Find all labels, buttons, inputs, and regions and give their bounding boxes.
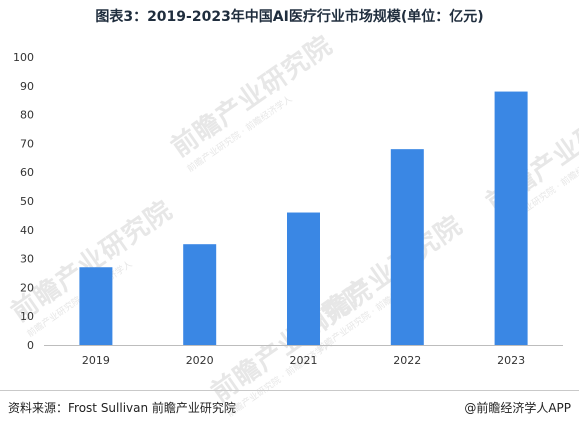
x-tick-label: 2021 <box>290 354 318 367</box>
chart-title: 图表3：2019-2023年中国AI医疗行业市场规模(单位：亿元) <box>95 9 484 25</box>
bar-2022 <box>390 149 424 345</box>
bars <box>79 91 528 345</box>
y-tick-label: 30 <box>20 253 34 266</box>
footer: 资料来源：Frost Sullivan 前瞻产业研究院 @前瞻经济学人APP <box>0 390 579 423</box>
x-tick-label: 2019 <box>82 354 110 367</box>
x-axis: 2019 2020 2021 2022 2023 <box>82 354 525 367</box>
bar-2020 <box>183 244 217 345</box>
y-tick-label: 60 <box>20 166 34 179</box>
source-note: 资料来源：Frost Sullivan 前瞻产业研究院 <box>8 401 236 415</box>
y-tick-label: 80 <box>20 109 34 122</box>
y-tick-label: 50 <box>20 195 34 208</box>
bar-2021 <box>287 212 320 345</box>
x-tick-label: 2022 <box>393 354 421 367</box>
y-tick-label: 20 <box>20 281 34 294</box>
y-tick-label: 10 <box>20 310 34 323</box>
x-tick-label: 2023 <box>497 354 525 367</box>
bar-2019 <box>79 267 113 345</box>
x-tick-label: 2020 <box>186 354 214 367</box>
y-axis: 0 10 20 30 40 50 60 70 80 90 100 <box>13 51 34 352</box>
y-tick-label: 40 <box>20 224 34 237</box>
y-tick-label: 100 <box>13 51 34 64</box>
y-tick-label: 70 <box>20 137 34 150</box>
y-tick-label: 90 <box>20 80 34 93</box>
y-tick-label: 0 <box>27 339 34 352</box>
brand-label: @前瞻经济学人APP <box>464 401 571 415</box>
bar-2023 <box>494 91 528 345</box>
